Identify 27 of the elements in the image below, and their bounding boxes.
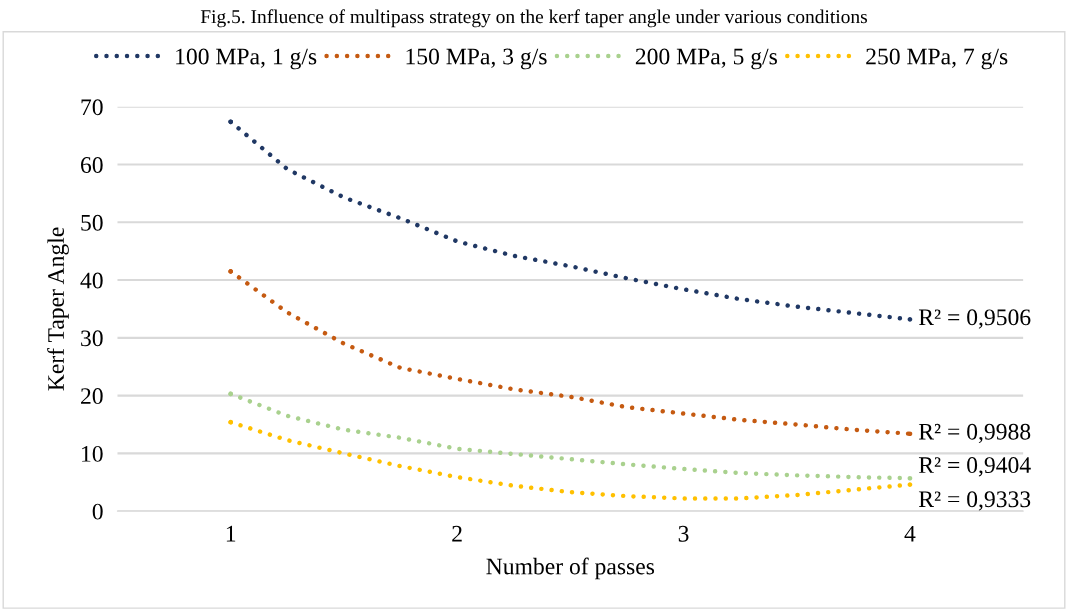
x-axis-title: Number of passes [486, 557, 655, 580]
x-tick-label: 2 [452, 525, 462, 542]
point [228, 419, 234, 425]
legend-label: 150 MPa, 3 g/s [406, 48, 547, 70]
y-tick-label: 30 [81, 330, 103, 347]
point [228, 391, 234, 397]
legend-label: 100 MPa, 1 g/s [176, 48, 317, 70]
y-tick-label: 40 [80, 272, 103, 289]
chart-title: Fig.5. Influence of multipass strategy on the kerf taper angle under various conditions [200, 9, 867, 28]
legend-label: 250 MPa, 7 g/s [866, 48, 1008, 70]
y-tick-label: 60 [80, 157, 103, 173]
x-tick-label: 3 [678, 525, 689, 542]
y-tick-label: 70 [81, 99, 103, 116]
y-tick-label: 20 [81, 388, 103, 405]
legend-label: 200 MPa, 5 g/s [635, 48, 777, 70]
x-tick-label: 1 [226, 525, 236, 542]
annotation: R² = 0,9988 [918, 423, 1031, 444]
y-axis-title: Kerf Taper Angle [47, 227, 69, 391]
annotation: R² = 0,9506 [918, 309, 1031, 329]
annotation: R² = 0,9333 [918, 491, 1031, 511]
annotation: R² = 0,9404 [918, 457, 1031, 477]
y-tick-label: 10 [82, 445, 103, 462]
point [228, 119, 234, 125]
x-tick-label: 4 [904, 525, 916, 542]
y-tick-label: 0 [92, 503, 103, 520]
point [228, 269, 234, 274]
y-tick-label: 50 [81, 214, 103, 231]
